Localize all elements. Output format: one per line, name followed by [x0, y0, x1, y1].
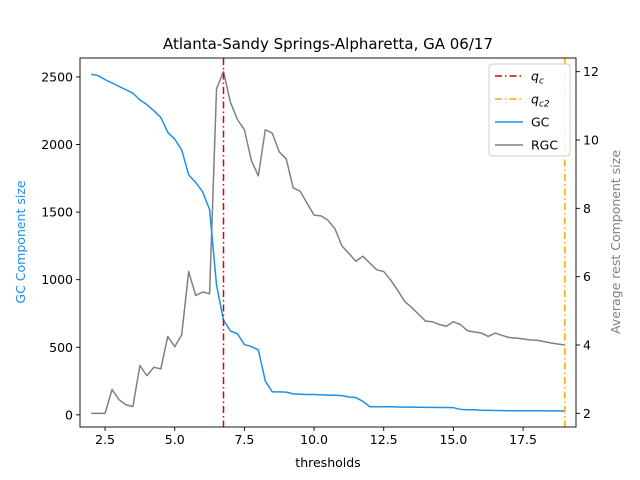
series-layer [91, 70, 565, 415]
y-axis-left-ticks: 0 500 1000 1500 2000 2500 [41, 69, 80, 422]
legend-label-gc: GC [531, 115, 550, 130]
y-right-tick-label: 10 [583, 133, 599, 148]
y-axis-right-title: Average rest Component size [608, 150, 623, 334]
x-tick-label: 5.0 [165, 432, 185, 447]
y-left-tick-label: 1500 [41, 205, 73, 220]
y-left-tick-label: 1000 [41, 272, 73, 287]
x-tick-label: 12.5 [370, 432, 398, 447]
legend-label-qc2: qc2 [531, 92, 550, 110]
x-tick-label: 10.0 [300, 432, 328, 447]
y-right-tick-label: 8 [583, 201, 591, 216]
y-axis-right-ticks: 2 4 6 8 10 12 [576, 64, 599, 421]
y-left-tick-label: 0 [65, 407, 73, 422]
chart-title: Atlanta-Sandy Springs-Alpharetta, GA 06/… [163, 35, 493, 53]
plot-frame [79, 57, 577, 428]
x-axis-ticks: 2.5 5.0 7.5 10.0 12.5 15.0 17.5 [95, 427, 537, 447]
y-right-tick-label: 6 [583, 269, 591, 284]
legend-label-qc: qc [531, 69, 544, 87]
y-left-tick-label: 2000 [41, 137, 73, 152]
y-axis-left-title: GC Component size [13, 180, 28, 303]
y-right-tick-label: 4 [583, 338, 591, 353]
x-tick-label: 17.5 [509, 432, 537, 447]
x-tick-label: 2.5 [95, 432, 115, 447]
x-axis-title: thresholds [295, 455, 360, 470]
series-line-gc [91, 73, 565, 412]
y-right-tick-label: 2 [583, 406, 591, 421]
y-left-tick-label: 500 [49, 340, 73, 355]
series-line-rgc [91, 70, 565, 415]
x-tick-label: 15.0 [439, 432, 467, 447]
y-left-tick-label: 2500 [41, 69, 73, 84]
legend: qc qc2 GC RGC [488, 63, 571, 157]
legend-box [488, 63, 571, 157]
y-right-tick-label: 12 [583, 64, 599, 79]
x-tick-label: 7.5 [234, 432, 254, 447]
legend-label-rgc: RGC [531, 138, 558, 153]
